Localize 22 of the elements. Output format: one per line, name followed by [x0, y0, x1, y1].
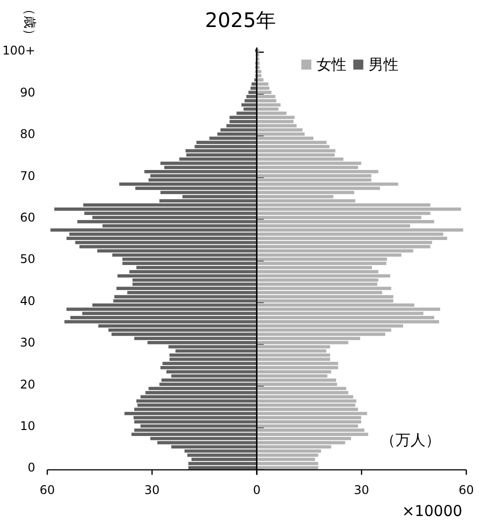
y-tick-label: 90	[20, 85, 36, 100]
x-tick-label: 60	[458, 482, 474, 497]
y-tick-label: 30	[20, 336, 36, 350]
x-tick-label: 60	[40, 482, 55, 497]
y-tick-label: 50	[20, 252, 36, 266]
chart-title: 2025年	[205, 8, 276, 32]
y-tick-label: 80	[20, 127, 36, 142]
y-tick-label: 100+	[2, 44, 36, 58]
x-tick-label: 30	[354, 482, 370, 497]
x-tick-label: 0	[252, 482, 261, 497]
y-tick-label: 70	[20, 168, 36, 183]
y-tick-label: 0	[28, 460, 36, 475]
y-tick-label: 60	[20, 210, 36, 224]
x-axis-title: ×10000	[402, 502, 462, 520]
annotation: （万人）	[380, 431, 440, 449]
y-axis-title: （歳）	[22, 2, 37, 42]
legend-label: 男性	[368, 56, 398, 74]
y-tick-label: 40	[20, 294, 36, 308]
legend-label: 女性	[316, 56, 346, 74]
y-tick-label: 10	[20, 419, 36, 434]
x-tick-label: 30	[144, 482, 160, 497]
y-tick-label: 20	[20, 377, 36, 392]
